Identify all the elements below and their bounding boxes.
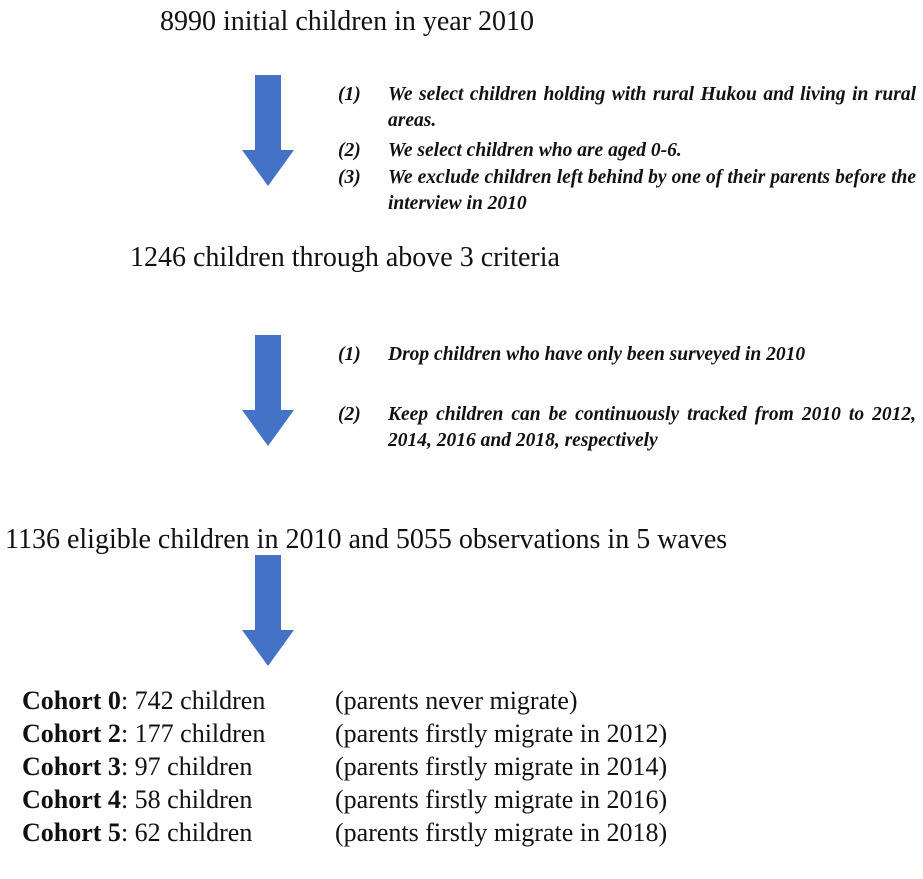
- criterion-number: (1): [338, 84, 361, 105]
- criterion-text: Drop children who have only been surveye…: [388, 344, 806, 365]
- criterion: (2) We select children who are aged 0-6.: [338, 138, 918, 164]
- cohort-label: Cohort 2: [22, 719, 121, 748]
- criterion-number: (2): [338, 140, 361, 161]
- cohort-count: : 58 children: [120, 785, 253, 814]
- cohort: Cohort 5: 62 children (parents firstly mi…: [22, 818, 667, 847]
- criterion: (1) We select children holding with rura…: [338, 82, 918, 131]
- criterion: (2) Keep children can be continuously tr…: [338, 402, 918, 451]
- cohort-note: (parents firstly migrate in 2018): [335, 818, 668, 847]
- cohort-label: Cohort 5: [22, 818, 121, 847]
- criterion-number: (1): [338, 344, 361, 365]
- cohort-count: : 742 children: [120, 686, 266, 715]
- cohort-label: Cohort 4: [22, 785, 121, 814]
- cohort: Cohort 3: 97 children (parents firstly mi…: [22, 752, 667, 781]
- criterion-text: We exclude children left behind by one o…: [388, 167, 916, 214]
- down-arrow: [242, 75, 294, 186]
- cohort: Cohort 2: 177 children (parents firstly m…: [22, 719, 667, 748]
- down-arrow: [242, 335, 294, 446]
- cohort-note: (parents firstly migrate in 2014): [335, 752, 668, 781]
- cohort-count: : 97 children: [120, 752, 253, 781]
- cohort-label: Cohort 3: [22, 752, 121, 781]
- title: 8990 initial children in year 2010: [160, 6, 535, 37]
- cohort-note: (parents firstly migrate in 2016): [335, 785, 668, 814]
- down-arrow: [242, 555, 294, 666]
- criterion-text: We select children who are aged 0-6.: [388, 140, 682, 161]
- cohort-note: (parents never migrate): [335, 686, 578, 715]
- cohort-note: (parents firstly migrate in 2012): [335, 719, 668, 748]
- cohort-count: : 62 children: [120, 818, 253, 847]
- criterion: (3) We exclude children left behind by o…: [338, 165, 918, 214]
- step-result: 1246 children through above 3 criteria: [130, 242, 560, 273]
- cohort: Cohort 0: 742 children (parents never mig…: [22, 686, 578, 715]
- cohort-label: Cohort 0: [22, 686, 121, 715]
- cohort-count: : 177 children: [120, 719, 266, 748]
- criterion: (1) Drop children who have only been sur…: [338, 342, 918, 368]
- criterion-text: We select children holding with rural Hu…: [388, 84, 916, 131]
- criterion-number: (2): [338, 404, 361, 425]
- cohort: Cohort 4: 58 children (parents firstly mi…: [22, 785, 667, 814]
- criterion-text: Keep children can be continuously tracke…: [388, 404, 916, 451]
- criterion-number: (3): [338, 167, 361, 188]
- step-result: 1136 eligible children in 2010 and 5055 …: [5, 524, 728, 555]
